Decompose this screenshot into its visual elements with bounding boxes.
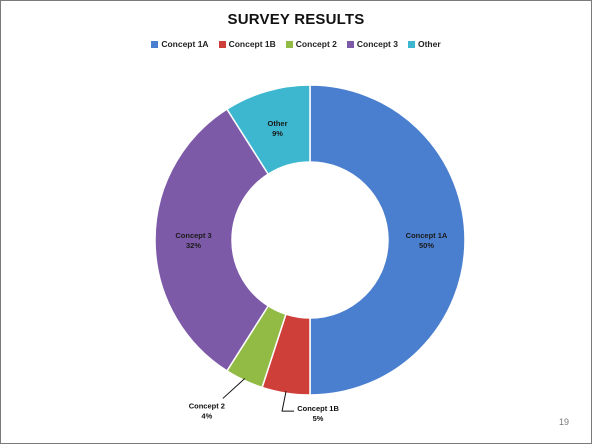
slice-other xyxy=(225,84,311,176)
slice-label-name: Concept 1A xyxy=(406,231,448,240)
slice-label-name: Concept 2 xyxy=(189,401,225,410)
legend-swatch xyxy=(218,40,226,48)
leader-line xyxy=(281,391,295,412)
slice-label-name: Other xyxy=(267,119,287,128)
slice-concept-1a xyxy=(309,84,466,396)
legend-label: Concept 2 xyxy=(295,39,337,49)
page-number: 19 xyxy=(558,417,569,427)
slice-label-value: 9% xyxy=(272,129,283,138)
slice-label-value: 32% xyxy=(186,241,201,250)
legend-swatch xyxy=(285,40,293,48)
legend-swatch xyxy=(407,40,415,48)
slice-label-value: 50% xyxy=(419,241,434,250)
slice-label-value: 5% xyxy=(313,414,324,423)
legend-item: Concept 3 xyxy=(346,39,398,49)
legend-item: Concept 1B xyxy=(218,39,276,49)
legend-label: Other xyxy=(417,39,441,49)
legend-swatch xyxy=(346,40,354,48)
legend-swatch xyxy=(151,40,159,48)
legend-item: Concept 2 xyxy=(285,39,337,49)
chart-title: SURVEY RESULTS xyxy=(227,11,365,28)
leader-line xyxy=(222,378,246,399)
slice-concept-3 xyxy=(154,108,270,372)
legend-label: Concept 3 xyxy=(356,39,398,49)
legend-label: Concept 1A xyxy=(161,39,209,49)
legend-item: Other xyxy=(407,39,441,49)
chart-legend: Concept 1A Concept 1B Concept 2 Concept 3 Ot… xyxy=(1,39,591,49)
slice-label-name: Concept 1B xyxy=(297,404,339,413)
slice-label-name: Concept 3 xyxy=(175,231,211,240)
legend-item: Concept 1A xyxy=(151,39,209,49)
slice-label-value: 4% xyxy=(201,411,212,420)
legend-label: Concept 1B xyxy=(228,39,276,49)
